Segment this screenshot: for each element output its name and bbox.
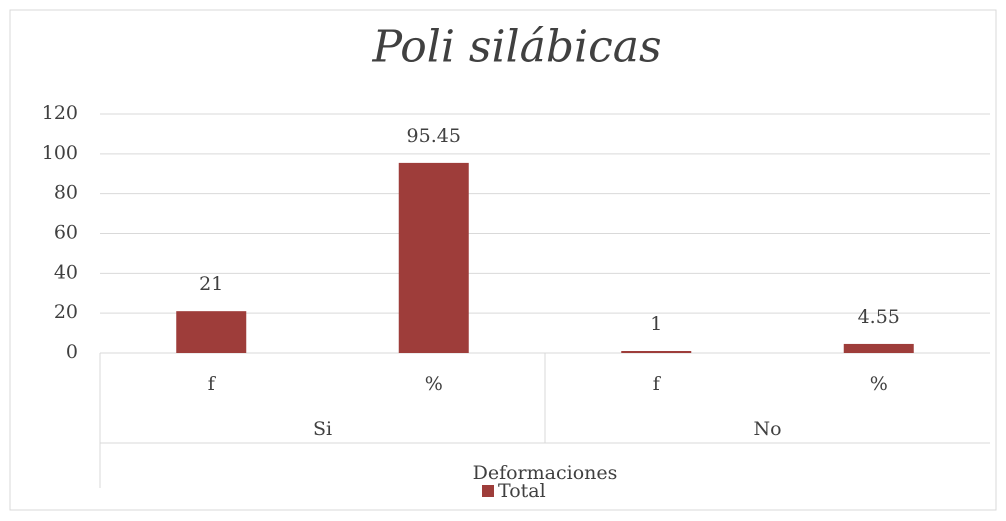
- chart-title: Poli silábicas: [371, 22, 661, 73]
- x-tick-label: %: [870, 373, 888, 395]
- bar: [176, 311, 247, 353]
- bar: [621, 351, 692, 353]
- bar: [398, 162, 469, 353]
- data-label: 4.55: [858, 306, 900, 328]
- x-tick-label: f: [208, 373, 217, 395]
- y-tick-label: 0: [66, 341, 78, 363]
- bar: [843, 343, 914, 353]
- y-tick-label: 120: [42, 102, 78, 124]
- y-tick-label: 80: [54, 182, 78, 204]
- y-tick-label: 40: [54, 261, 78, 283]
- group-label: No: [753, 418, 781, 440]
- x-axis-label: Deformaciones: [473, 462, 618, 484]
- y-tick-label: 20: [54, 301, 78, 323]
- y-tick-label: 60: [54, 222, 78, 244]
- legend-swatch: [482, 485, 494, 497]
- data-label: 95.45: [407, 125, 461, 147]
- chart-border: [9, 9, 997, 511]
- group-label: Si: [313, 418, 332, 440]
- data-label: 1: [650, 313, 662, 335]
- data-label: 21: [199, 273, 223, 295]
- x-tick-label: %: [425, 373, 443, 395]
- legend-label: Total: [498, 480, 546, 502]
- x-tick-label: f: [653, 373, 662, 395]
- y-tick-label: 100: [42, 142, 78, 164]
